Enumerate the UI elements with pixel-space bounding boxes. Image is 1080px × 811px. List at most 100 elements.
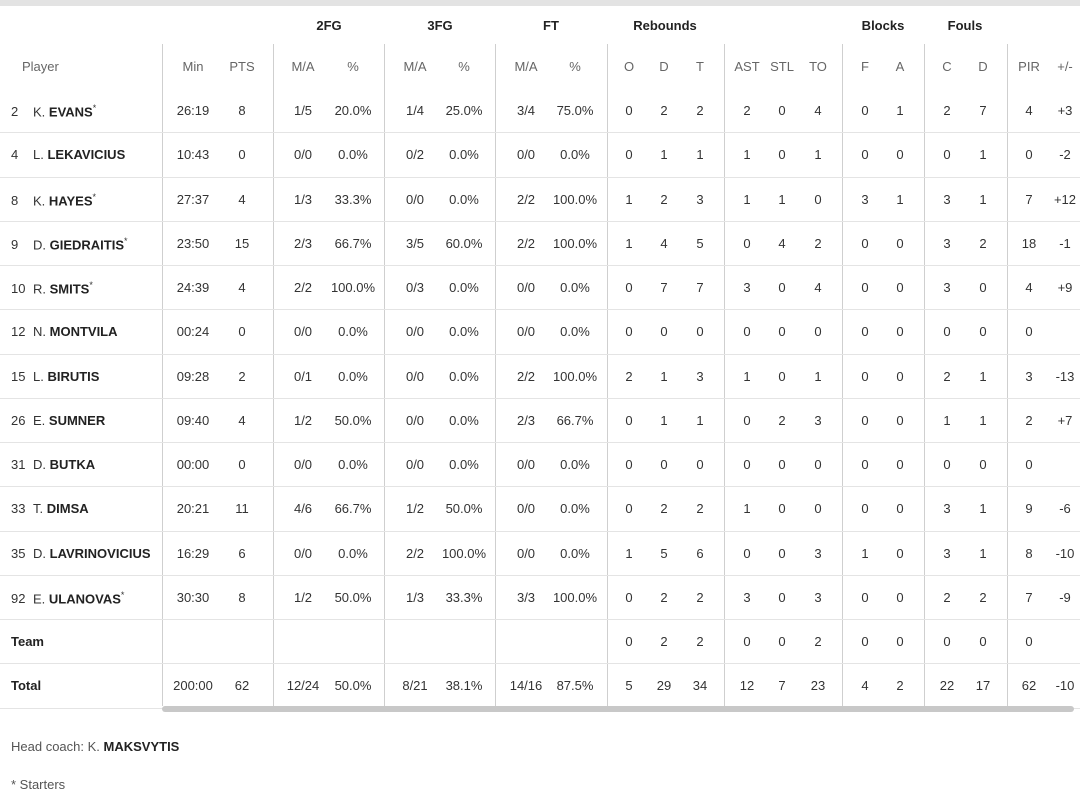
stat-cell: 26:19: [176, 103, 210, 118]
player-first-initial: N.: [33, 324, 50, 339]
player-last-name[interactable]: EVANS: [48, 104, 93, 120]
stat-cell: 2: [660, 192, 668, 207]
stat-cell: 1: [743, 369, 751, 384]
stat-cell: 2: [979, 236, 987, 251]
stat-cell: 0/0: [516, 324, 536, 339]
stat-cell: 3: [943, 280, 951, 295]
player-first-initial: E.: [33, 413, 49, 428]
stat-cell: 0/0: [516, 280, 536, 295]
stat-cell: 10:43: [176, 147, 210, 162]
stat-cell: 0: [625, 147, 633, 162]
stat-cell: 1: [979, 501, 987, 516]
stat-cell: 50.0%: [445, 501, 483, 516]
stat-cell: 0: [625, 324, 633, 339]
player-last-name[interactable]: ULANOVAS: [48, 591, 121, 607]
stat-cell: 0: [625, 103, 633, 118]
player-first-initial: D.: [33, 546, 50, 561]
horizontal-scrollbar[interactable]: [162, 706, 1074, 712]
stat-cell: 0: [861, 634, 869, 649]
player-name: 9 D. GIEDRAITIS*: [11, 237, 128, 253]
stat-cell: 00:00: [176, 457, 210, 472]
stat-cell: 0: [896, 147, 904, 162]
stat-cell: 1: [979, 546, 987, 561]
stat-cell: 0: [743, 634, 751, 649]
group-header-reb: Rebounds: [633, 18, 697, 33]
stat-cell: 0.0%: [338, 546, 368, 561]
player-number: 31: [11, 457, 26, 472]
player-name: 10 R. SMITS*: [11, 281, 93, 297]
stat-cell: 4: [1025, 280, 1033, 295]
stat-cell: 0: [979, 457, 987, 472]
stat-cell: 0: [896, 280, 904, 295]
player-last-name[interactable]: DIMSA: [46, 501, 89, 516]
stat-cell: 29: [656, 678, 672, 693]
stat-cell: 2: [896, 678, 904, 693]
stat-cell: 87.5%: [556, 678, 594, 693]
stat-cell: +9: [1057, 280, 1073, 295]
stat-cell: 0/0: [405, 324, 425, 339]
player-number: 10: [11, 281, 26, 297]
stat-cell: 1: [943, 413, 951, 428]
row-divider: [0, 486, 1080, 487]
stat-cell: 0.0%: [449, 280, 479, 295]
stat-cell: 0/0: [516, 501, 536, 516]
stat-cell: 0/0: [405, 413, 425, 428]
player-last-name[interactable]: GIEDRAITIS: [49, 237, 125, 253]
player-last-name[interactable]: LEKAVICIUS: [47, 147, 126, 162]
stat-cell: 3: [696, 192, 704, 207]
stat-cell: 7: [979, 103, 987, 118]
stat-cell: 4: [814, 280, 822, 295]
stat-cell: 0.0%: [560, 280, 590, 295]
row-divider: [0, 132, 1080, 133]
stat-cell: 0.0%: [449, 192, 479, 207]
stat-cell: 4: [238, 280, 246, 295]
group-header-2fg: 2FG: [316, 18, 342, 33]
stat-cell: 0: [861, 501, 869, 516]
player-last-name[interactable]: SUMNER: [48, 413, 106, 428]
player-number: 2: [11, 104, 19, 120]
column-header: %: [347, 59, 359, 74]
stat-cell: 0: [778, 324, 786, 339]
stat-cell: 11: [235, 501, 249, 516]
stat-cell: 0/0: [405, 457, 425, 472]
stat-cell: 1: [625, 236, 633, 251]
stat-cell: 66.7%: [556, 413, 594, 428]
stat-cell: 1: [979, 192, 987, 207]
player-last-name[interactable]: MONTVILA: [49, 324, 118, 339]
player-number: 92: [11, 591, 26, 607]
column-header: D: [978, 59, 988, 74]
head-coach-name: MAKSVYTIS: [103, 739, 180, 754]
stat-cell: 0: [896, 546, 904, 561]
stat-cell: 2/3: [516, 413, 536, 428]
stat-cell: 0: [778, 546, 786, 561]
stat-cell: 5: [696, 236, 704, 251]
player-last-name[interactable]: SMITS: [49, 281, 90, 297]
stat-cell: 0: [896, 590, 904, 605]
stat-cell: 200:00: [173, 678, 213, 693]
column-header: F: [861, 59, 869, 74]
column-header: AST: [734, 59, 760, 74]
stat-cell: 27:37: [176, 192, 210, 207]
stat-cell: 6: [696, 546, 704, 561]
player-last-name[interactable]: BIRUTIS: [47, 369, 100, 384]
stat-cell: 0.0%: [338, 324, 368, 339]
stat-cell: 0: [814, 324, 822, 339]
column-header: T: [696, 59, 704, 74]
stat-cell: 0: [778, 590, 786, 605]
stat-cell: 0: [743, 457, 751, 472]
player-last-name[interactable]: LAVRINOVICIUS: [49, 546, 151, 561]
stat-cell: 30:30: [176, 590, 210, 605]
column-divider: [162, 44, 163, 706]
stat-cell: 3: [743, 590, 751, 605]
player-last-name[interactable]: BUTKA: [49, 457, 96, 472]
player-number: 15: [11, 369, 26, 384]
stat-cell: 1/5: [293, 103, 313, 118]
player-last-name[interactable]: HAYES: [48, 193, 93, 209]
stat-cell: 0: [861, 413, 869, 428]
player-number: 26: [11, 413, 26, 428]
stat-cell: 0: [625, 501, 633, 516]
top-bar: [0, 0, 1080, 6]
stat-cell: 33.3%: [334, 192, 372, 207]
player-name: 4 L. LEKAVICIUS: [11, 148, 125, 161]
stat-cell: 1: [814, 147, 822, 162]
